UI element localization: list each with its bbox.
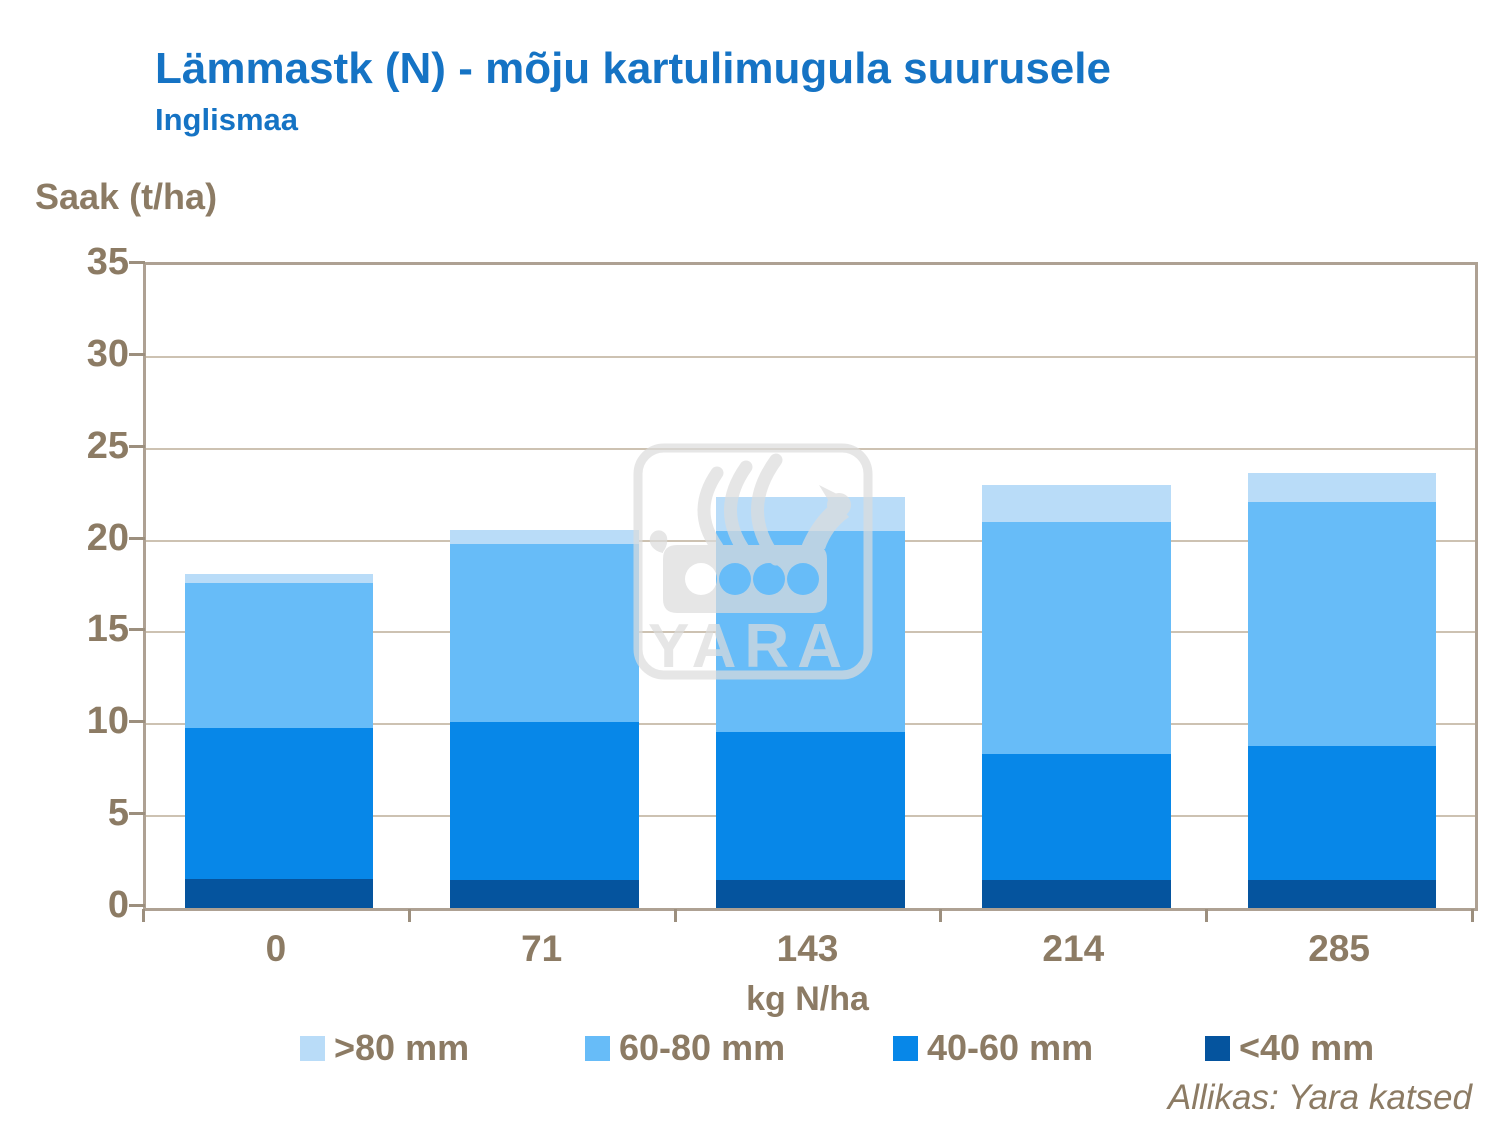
legend-label-40-mm: <40 mm bbox=[1239, 1027, 1375, 1068]
bar-214-segment-40-60-mm bbox=[981, 753, 1171, 881]
x-tick-label-0: 0 bbox=[265, 928, 287, 969]
chart-title: Lämmastk (N) - mõju kartulimugula suurus… bbox=[155, 44, 1111, 93]
y-tick-mark-25 bbox=[129, 444, 145, 448]
bar-143-segment-60-80-mm bbox=[716, 531, 905, 732]
bar-143-segment-40-mm bbox=[716, 880, 905, 908]
x-tick-label-143: 143 bbox=[776, 928, 839, 969]
x-tick-mark-2 bbox=[673, 909, 677, 922]
bar-0-segment-60-80-mm bbox=[184, 582, 374, 728]
y-tick-label-10: 10 bbox=[86, 700, 129, 743]
bar-0-segment-40-60-mm bbox=[184, 727, 374, 879]
y-tick-label-0: 0 bbox=[107, 884, 129, 926]
y-tick-mark-15 bbox=[129, 628, 145, 632]
bar-214-segment-80-mm bbox=[981, 485, 1171, 523]
legend-swatch-40-60-mm bbox=[893, 1035, 918, 1061]
x-tick-mark-5 bbox=[1471, 909, 1474, 922]
x-tick-label-214: 214 bbox=[1042, 928, 1105, 969]
y-tick-mark-0 bbox=[129, 904, 145, 907]
legend-item-40-60-mm: 40-60 mm bbox=[893, 1027, 1094, 1068]
legend-label-60-80-mm: 60-80 mm bbox=[619, 1027, 786, 1068]
bar-143-segment-80-mm bbox=[716, 496, 905, 532]
x-tick-mark-4 bbox=[1205, 909, 1209, 922]
bar-71-segment-40-60-mm bbox=[450, 722, 640, 881]
y-tick-label-15: 15 bbox=[86, 608, 129, 651]
bar-71-segment-40-mm bbox=[450, 880, 640, 908]
y-tick-label-20: 20 bbox=[86, 516, 129, 559]
gridline-25 bbox=[146, 447, 1475, 450]
y-tick-mark-20 bbox=[129, 536, 145, 540]
x-axis-title: kg N/ha bbox=[746, 980, 869, 1018]
x-tick-mark-3 bbox=[939, 909, 943, 922]
legend-swatch-60-80-mm bbox=[585, 1035, 610, 1061]
chart-subtitle: Inglismaa bbox=[155, 102, 298, 137]
y-tick-label-25: 25 bbox=[86, 424, 129, 467]
legend-item-60-80-mm: 60-80 mm bbox=[585, 1027, 786, 1068]
bar-285-segment-60-80-mm bbox=[1247, 502, 1437, 747]
y-tick-label-35: 35 bbox=[86, 241, 129, 283]
y-axis-title: Saak (t/ha) bbox=[35, 176, 218, 217]
bar-71-segment-80-mm bbox=[450, 529, 640, 545]
legend-swatch-80-mm bbox=[300, 1035, 325, 1061]
legend-item-80-mm: >80 mm bbox=[300, 1027, 470, 1068]
legend-label-40-60-mm: 40-60 mm bbox=[927, 1027, 1094, 1068]
bar-214-segment-40-mm bbox=[981, 880, 1171, 908]
legend-item-40-mm: <40 mm bbox=[1205, 1027, 1375, 1068]
bar-0-segment-80-mm bbox=[184, 573, 374, 583]
bar-71-segment-60-80-mm bbox=[450, 544, 640, 723]
y-tick-mark-5 bbox=[129, 812, 145, 816]
plot-area: YARA bbox=[143, 262, 1478, 911]
source-note: Allikas: Yara katsed bbox=[1167, 1078, 1472, 1117]
bar-285-segment-40-60-mm bbox=[1247, 746, 1437, 881]
x-tick-mark-1 bbox=[407, 909, 411, 922]
y-tick-label-5: 5 bbox=[107, 792, 129, 835]
y-tick-mark-35 bbox=[129, 261, 145, 264]
x-tick-label-285: 285 bbox=[1308, 928, 1370, 969]
gridline-30 bbox=[146, 355, 1475, 358]
bar-214-segment-60-80-mm bbox=[981, 522, 1171, 754]
bar-285-segment-40-mm bbox=[1247, 880, 1437, 908]
bar-0-segment-40-mm bbox=[184, 878, 374, 908]
x-tick-label-71: 71 bbox=[521, 928, 563, 969]
legend-label-80-mm: >80 mm bbox=[334, 1027, 470, 1068]
legend-swatch-40-mm bbox=[1205, 1035, 1230, 1061]
bar-143-segment-40-60-mm bbox=[716, 731, 905, 881]
y-tick-mark-30 bbox=[129, 352, 145, 356]
x-tick-mark-0 bbox=[142, 909, 145, 922]
y-tick-mark-10 bbox=[129, 720, 145, 724]
bar-285-segment-80-mm bbox=[1247, 472, 1437, 502]
y-tick-label-30: 30 bbox=[86, 332, 129, 375]
